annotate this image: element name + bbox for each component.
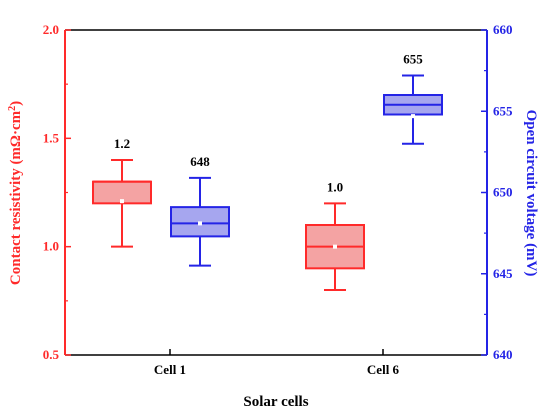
right-axis-tick-label: 640 [493, 347, 513, 362]
data-label: 655 [403, 52, 423, 67]
right-axis-tick-label: 650 [493, 185, 513, 200]
axes-layer: 0.5 1.0 1.5 2.0 640 645 650 655 660 Cell 1 Cell 6 [43, 22, 513, 377]
box-right-cell-6: 655 [383, 52, 443, 145]
x-axis-tick-label: Cell 6 [367, 362, 400, 377]
left-axis-title-main: Contact resistivity (mΩ·cm [8, 110, 24, 285]
data-label: 648 [190, 154, 210, 169]
left-axis-tick-label: 2.0 [43, 22, 59, 37]
x-axis-tick-label: Cell 1 [154, 362, 186, 377]
left-axis-title: Contact resistivity (mΩ·cm2) [7, 101, 25, 285]
data-label: 1.0 [327, 179, 343, 194]
mean-marker [198, 221, 202, 226]
data-label: 1.2 [114, 136, 130, 151]
right-axis-title: Open circuit voltage (mV) [523, 110, 539, 277]
box-left-cell-6: 1.0 [305, 179, 365, 291]
left-axis-title-superscript: 2 [7, 106, 18, 111]
left-axis-title-end: ) [8, 101, 24, 106]
right-axis-tick-label: 645 [493, 266, 513, 281]
left-axis-tick-label: 1.0 [43, 239, 59, 254]
box-right-cell-1: 648 [170, 154, 230, 267]
box-left-cell-1: 1.2 [92, 136, 152, 248]
right-axis-tick-label: 660 [493, 22, 513, 37]
mean-marker [411, 114, 415, 119]
mean-marker [120, 199, 124, 204]
x-axis-title: Solar cells [243, 394, 308, 410]
mean-marker [333, 244, 337, 249]
boxes-layer: 1.2 1.0 648 655 [92, 52, 443, 291]
left-axis-tick-label: 1.5 [43, 130, 60, 145]
left-axis-tick-label: 0.5 [43, 347, 60, 362]
right-axis-tick-label: 655 [493, 103, 513, 118]
